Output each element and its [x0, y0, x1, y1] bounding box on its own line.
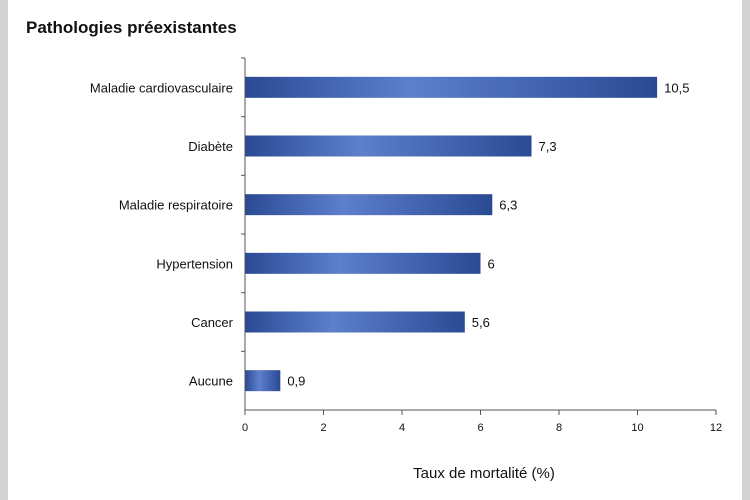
bar: [245, 135, 532, 157]
bar-chart: Maladie cardiovasculaire 10,5 Diabète 7,3 Ma…: [90, 57, 722, 482]
x-tick-label: 12: [710, 422, 722, 434]
x-tick-label: 6: [477, 422, 483, 434]
category-label: Maladie respiratoire: [119, 198, 233, 213]
x-axis-label: Taux de mortalité (%): [413, 465, 555, 482]
bar: [245, 252, 481, 274]
category-label: Diabète: [188, 139, 233, 154]
x-tick-label: 10: [631, 422, 643, 434]
category-label: Maladie cardiovasculaire: [90, 80, 233, 95]
data-label: 0,9: [287, 374, 305, 389]
data-label: 6: [488, 256, 495, 271]
bar: [245, 311, 465, 333]
bar: [245, 76, 658, 98]
x-tick-label: 4: [399, 422, 405, 434]
chart-title: Pathologies préexistantes: [26, 18, 237, 37]
data-label: 10,5: [664, 80, 689, 95]
x-tick-label: 2: [320, 422, 326, 434]
data-label: 5,6: [472, 315, 490, 330]
x-tick-label: 0: [242, 422, 248, 434]
category-label: Aucune: [189, 374, 233, 389]
bar: [245, 194, 493, 216]
data-label: 7,3: [539, 139, 557, 154]
category-label: Hypertension: [156, 256, 233, 271]
data-label: 6,3: [499, 198, 517, 213]
category-label: Cancer: [191, 315, 234, 330]
x-tick-label: 8: [556, 422, 562, 434]
bar: [245, 370, 281, 392]
